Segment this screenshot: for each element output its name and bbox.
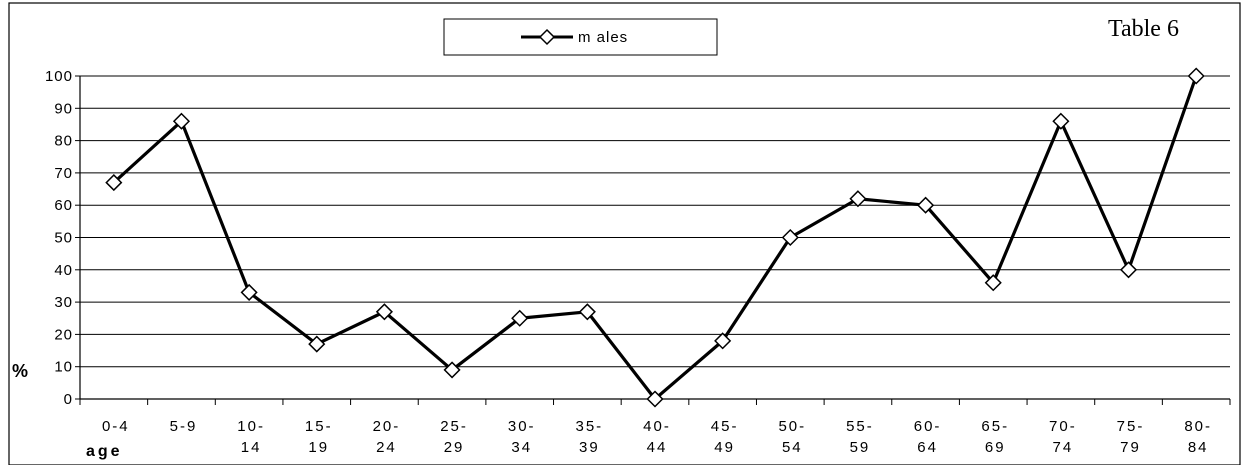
y-tick-label: 100: [45, 68, 73, 85]
data-point: [511, 309, 529, 327]
x-tick-label: 34: [511, 439, 532, 456]
x-tick-label: 20-: [373, 418, 401, 435]
x-tick-label: 64: [917, 439, 938, 456]
data-point: [443, 361, 461, 379]
y-tick-label: 0: [64, 391, 73, 408]
x-tick-label: 44: [647, 439, 668, 456]
data-point: [781, 228, 799, 247]
legend-label: m ales: [578, 29, 628, 46]
data-point: [375, 303, 393, 321]
x-tick-label: 5-9: [170, 418, 198, 435]
legend-box: [443, 18, 718, 56]
plot-area: 0 10 20 30 40 50 60 70 80 90 100 0-4 5-9 10- 14 15- 19 20…: [45, 67, 1231, 456]
x-tick-label: 24: [376, 439, 397, 456]
y-axis-title: %: [12, 361, 28, 381]
x-tick-label: 70-: [1049, 418, 1077, 435]
data-point: [578, 303, 596, 321]
x-tick-label: 40-: [643, 418, 671, 435]
legend-marker-swatch: [538, 28, 556, 46]
x-tick-label: 65-: [981, 418, 1009, 435]
x-tick-label: 55-: [846, 418, 874, 435]
x-tick-label: 35-: [576, 418, 604, 435]
data-point: [1187, 67, 1205, 85]
x-tick-label: 59: [850, 439, 871, 456]
table-label: Table 6: [1108, 16, 1179, 42]
legend: m ales: [443, 18, 718, 56]
x-tick-label: 45-: [711, 418, 739, 435]
x-axis-title: age: [86, 443, 123, 460]
data-point: [714, 332, 732, 350]
x-tick-label: 74: [1053, 439, 1074, 456]
x-tick-label: 54: [782, 439, 803, 456]
data-point: [984, 274, 1002, 292]
y-tick-label: 10: [54, 359, 73, 376]
x-tick-label: 15-: [305, 418, 333, 435]
x-tick-label: 25-: [440, 418, 468, 435]
x-tick-label: 50-: [778, 418, 806, 435]
x-tick-label: 10-: [237, 418, 265, 435]
x-tick-label: 79: [1120, 439, 1141, 456]
x-tick-label: 30-: [508, 418, 536, 435]
x-tick-label: 19: [308, 439, 329, 456]
y-tick-label: 70: [54, 165, 73, 182]
data-point: [646, 390, 664, 408]
x-tick-label: 84: [1188, 439, 1209, 456]
y-tick-label: 20: [54, 326, 73, 343]
x-tick-label: 75-: [1117, 418, 1145, 435]
data-point: [917, 196, 935, 214]
x-tick-label: 49: [714, 439, 735, 456]
y-tick-label: 30: [54, 294, 73, 311]
data-point: [105, 174, 123, 192]
x-tick-label: 14: [241, 439, 262, 456]
data-point: [172, 112, 191, 130]
data-point: [308, 335, 326, 353]
data-point: [1052, 112, 1070, 130]
x-tick-label: 69: [985, 439, 1006, 456]
chart-frame: [8, 2, 1241, 465]
x-tick-label: 80-: [1184, 418, 1212, 435]
data-point: [849, 190, 867, 208]
data-point: [1119, 261, 1138, 279]
x-tick-label: 0-4: [102, 418, 130, 435]
y-tick-label: 50: [54, 230, 73, 247]
x-tick-label: 60-: [914, 418, 942, 435]
y-tick-label: 60: [54, 197, 73, 214]
y-tick-label: 80: [54, 133, 73, 150]
x-tick-label: 29: [444, 439, 465, 456]
y-tick-label: 40: [54, 262, 73, 279]
data-point: [240, 283, 258, 301]
x-tick-label: 39: [579, 439, 600, 456]
y-tick-label: 90: [54, 100, 73, 117]
